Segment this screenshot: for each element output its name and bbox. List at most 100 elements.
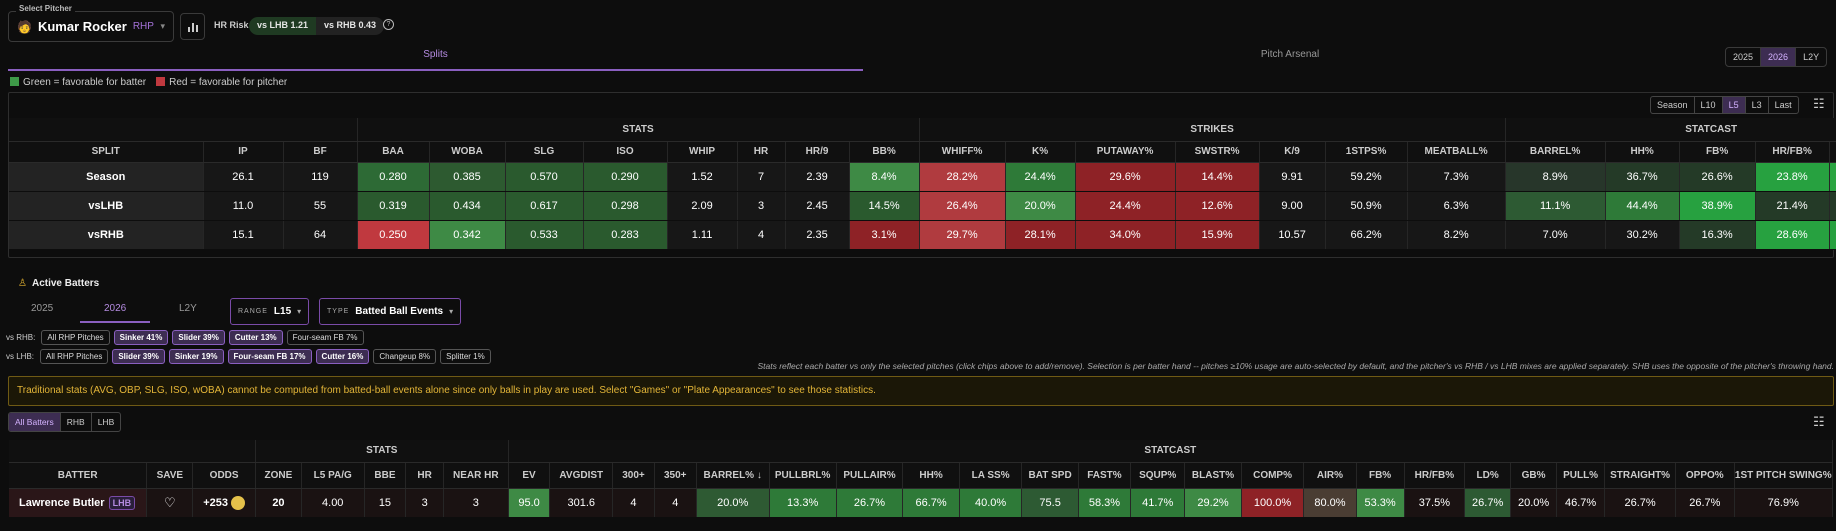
col-header[interactable]: IP — [203, 141, 284, 163]
col-header[interactable]: GB% — [1510, 462, 1558, 489]
period-l10[interactable]: L10 — [1695, 97, 1723, 113]
year-l2y[interactable]: L2Y — [1803, 52, 1820, 62]
period-last[interactable]: Last — [1774, 100, 1792, 110]
col-header[interactable]: FB% — [1356, 462, 1405, 489]
col-header[interactable]: PUTAWAY% — [1075, 141, 1176, 163]
col-header[interactable]: BLAST% — [1184, 462, 1242, 489]
tab-splits[interactable]: Splits — [8, 48, 863, 71]
pitcher-name: Kumar Rocker — [37, 19, 127, 34]
col-header[interactable]: K/9 — [1259, 141, 1326, 163]
col-header[interactable]: FAST% — [1078, 462, 1132, 489]
table-cell: 0.319 — [357, 191, 430, 221]
col-header[interactable]: BARREL% — [1505, 141, 1606, 163]
ab-year-l2y[interactable]: L2Y — [179, 303, 197, 314]
col-header[interactable]: PULLAIR% — [1829, 141, 1836, 163]
col-header[interactable]: HR — [405, 462, 444, 489]
table-cell: 50.9% — [1325, 191, 1408, 221]
pitch-chip[interactable]: All RHP Pitches — [40, 349, 109, 364]
bar-chart-button[interactable] — [180, 13, 205, 40]
col-header[interactable]: EV — [508, 462, 551, 489]
col-header[interactable]: SAVE — [146, 462, 194, 489]
col-header[interactable]: BARREL% ↓ — [696, 462, 770, 489]
filter-rhb[interactable]: RHB — [61, 413, 92, 431]
col-header[interactable]: HH% — [1605, 141, 1680, 163]
col-header[interactable]: BATTER — [9, 462, 148, 489]
col-header[interactable]: HR/FB% — [1404, 462, 1466, 489]
table-cell: 29.7% — [919, 220, 1006, 250]
year-2026[interactable]: 2026 — [1761, 48, 1797, 66]
col-header[interactable]: ZONE — [255, 462, 302, 489]
col-header[interactable]: MEATBALL% — [1407, 141, 1506, 163]
active-batters-label: Active Batters — [31, 278, 100, 289]
pitch-chip[interactable]: Slider 39% — [172, 330, 225, 345]
pitch-chip[interactable]: Cutter 13% — [228, 330, 283, 345]
col-header[interactable]: HR/9 — [785, 141, 850, 163]
period-l5[interactable]: L5 — [1722, 97, 1746, 113]
col-header[interactable]: LD% — [1464, 462, 1512, 489]
col-header[interactable]: 300+ — [612, 462, 655, 489]
pitch-chip[interactable]: Slider 39% — [112, 349, 165, 364]
period-l3[interactable]: L3 — [1746, 97, 1769, 113]
filter-lhb[interactable]: LHB — [97, 417, 115, 427]
type-dropdown[interactable]: TYPE Batted Ball Events ▾ — [319, 298, 462, 325]
year-2025[interactable]: 2025 — [1726, 48, 1762, 66]
filter-all-batters[interactable]: All Batters — [9, 413, 61, 431]
col-header[interactable]: FB% — [1679, 141, 1756, 163]
col-header[interactable]: HR — [737, 141, 786, 163]
col-header[interactable]: HR/FB% — [1755, 141, 1830, 163]
col-header[interactable]: WHIP — [667, 141, 738, 163]
group-blank — [9, 118, 358, 142]
col-header[interactable]: NEAR HR — [443, 462, 509, 489]
col-header[interactable]: K% — [1005, 141, 1076, 163]
table-row[interactable]: Lawrence Butler LHB ♡ +253 20 4.00 15 3 3 95.0… — [9, 488, 1834, 517]
col-header[interactable]: WHIFF% — [919, 141, 1006, 163]
ab-year-2025[interactable]: 2025 — [31, 303, 54, 314]
col-header[interactable]: AVGDIST — [549, 462, 614, 489]
pitcher-select[interactable]: 🧑 Kumar Rocker RHP ▾ — [8, 11, 174, 42]
col-header[interactable]: L5 PA/G — [301, 462, 365, 489]
col-header[interactable]: PULL% — [1556, 462, 1606, 489]
batter-name-cell[interactable]: Lawrence Butler LHB — [9, 488, 148, 517]
col-header[interactable]: 350+ — [654, 462, 697, 489]
ab-year-2026[interactable]: 2026 — [104, 303, 127, 314]
pitch-chip[interactable]: All RHP Pitches — [41, 330, 110, 345]
pitch-chip[interactable]: Sinker 19% — [168, 349, 224, 364]
column-settings-icon[interactable]: ☷ — [1813, 96, 1825, 111]
help-icon[interactable]: ? — [383, 19, 394, 30]
col-header[interactable]: SWSTR% — [1175, 141, 1260, 163]
col-header[interactable]: STRAIGHT% — [1604, 462, 1677, 489]
col-header[interactable]: COMP% — [1241, 462, 1305, 489]
col-header[interactable]: PULLAIR% — [836, 462, 904, 489]
col-header[interactable]: SLG — [505, 141, 584, 163]
col-header[interactable]: SPLIT — [9, 141, 204, 163]
col-header[interactable]: BAT SPD — [1021, 462, 1079, 489]
col-header[interactable]: AIR% — [1303, 462, 1357, 489]
col-header[interactable]: HH% — [902, 462, 960, 489]
table-cell: 4 — [654, 488, 697, 517]
range-dropdown[interactable]: RANGE L15 ▾ — [230, 298, 310, 325]
col-header[interactable]: 1ST PITCH SWING% — [1734, 462, 1834, 489]
heart-icon[interactable]: ♡ — [163, 494, 176, 510]
pitch-chip[interactable]: Changeup 8% — [373, 349, 437, 364]
col-header[interactable]: WOBA — [429, 141, 506, 163]
save-cell[interactable]: ♡ — [146, 488, 194, 517]
col-header[interactable]: BAA — [357, 141, 430, 163]
col-header[interactable]: 1STPS% — [1325, 141, 1408, 163]
col-header[interactable]: OPPO% — [1675, 462, 1735, 489]
col-header[interactable]: BB% — [849, 141, 920, 163]
col-header[interactable]: ODDS — [192, 462, 256, 489]
pitch-chip[interactable]: Four-seam FB 17% — [227, 349, 312, 364]
period-season[interactable]: Season — [1651, 97, 1695, 113]
col-header[interactable]: LA SS% — [959, 462, 1023, 489]
col-header[interactable]: SQUP% — [1130, 462, 1186, 489]
col-header[interactable]: PULLBRL% — [769, 462, 837, 489]
tab-pitch-arsenal[interactable]: Pitch Arsenal — [1260, 49, 1320, 60]
batter-column-settings-icon[interactable]: ☷ — [1813, 414, 1825, 429]
pitch-chip[interactable]: Cutter 16% — [315, 349, 370, 364]
col-header[interactable]: BF — [283, 141, 358, 163]
pitch-chip[interactable]: Sinker 41% — [113, 330, 169, 345]
pitch-chip[interactable]: Splitter 1% — [440, 349, 491, 364]
pitch-chip[interactable]: Four-seam FB 7% — [286, 330, 364, 345]
col-header[interactable]: BBE — [364, 462, 407, 489]
col-header[interactable]: ISO — [583, 141, 668, 163]
